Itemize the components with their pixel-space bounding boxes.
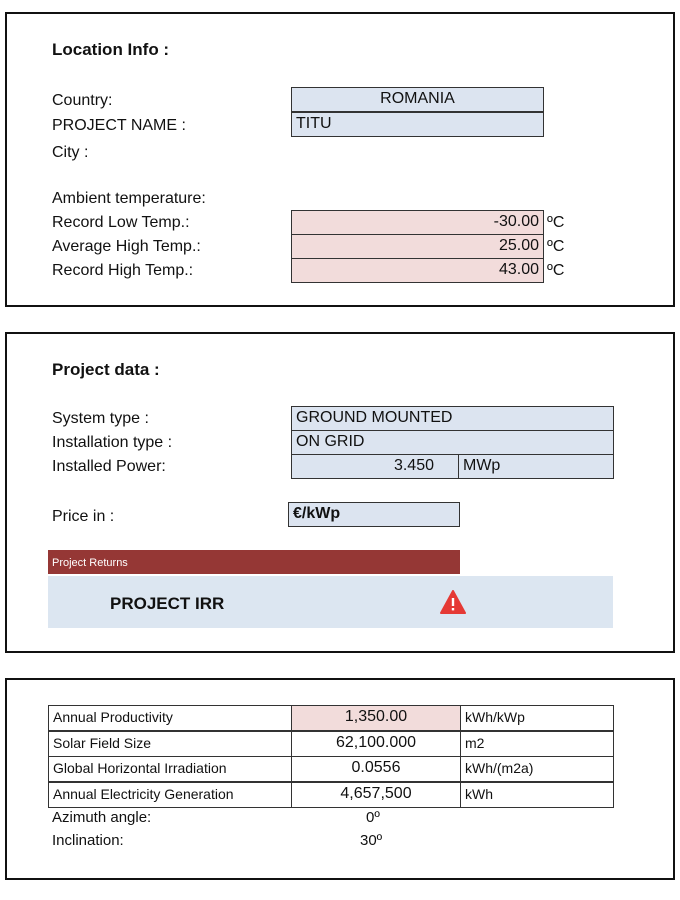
country-field: ROMANIA (291, 87, 544, 112)
label: System type : (52, 410, 149, 427)
label: PROJECT NAME : (52, 117, 186, 134)
row-value: 4,657,500 (291, 781, 461, 808)
row-label: Solar Field Size (48, 730, 292, 757)
system-type-field: GROUND MOUNTED (291, 406, 614, 431)
unit: ºC (547, 238, 565, 255)
section-title: Project data : (52, 360, 160, 379)
project-name-field: TITU (291, 112, 544, 137)
temp-field: 43.00 (291, 258, 544, 283)
label: Record Low Temp.: (52, 214, 190, 231)
row-unit: kWh/kWp (460, 705, 614, 731)
row-value: 62,100.000 (291, 730, 461, 757)
temp-field: -30.00 (291, 210, 544, 235)
value: 30º (360, 832, 383, 849)
returns-header: Project Returns (48, 550, 460, 574)
installed-power-unit: MWp (458, 454, 614, 479)
label: Price in : (52, 508, 115, 525)
installation-type-field: ON GRID (291, 430, 614, 455)
row-unit: kWh/(m2a) (460, 756, 614, 782)
temp-field: 25.00 (291, 234, 544, 259)
row-value: 0.0556 (291, 756, 461, 782)
row-unit: m2 (460, 730, 614, 757)
label: Installation type : (52, 434, 173, 451)
label: Ambient temperature: (52, 190, 206, 207)
label: Azimuth angle: (52, 809, 152, 826)
irr-panel (48, 576, 613, 628)
row-label: Annual Electricity Generation (48, 781, 292, 808)
value: 0º (366, 809, 380, 826)
row-value: 1,350.00 (291, 705, 461, 731)
section-title: Location Info : (52, 40, 170, 59)
project-panel (5, 332, 675, 653)
row-unit: kWh (460, 781, 614, 808)
irr-label: PROJECT IRR (110, 594, 225, 613)
unit: ºC (547, 214, 565, 231)
label: Average High Temp.: (52, 238, 201, 255)
metrics-panel (5, 678, 675, 880)
label: Inclination: (52, 832, 124, 849)
warning-icon (440, 590, 466, 614)
row-label: Annual Productivity (48, 705, 292, 731)
price-unit-field: €/kWp (288, 502, 460, 527)
location-panel (5, 12, 675, 307)
label: City : (52, 144, 89, 161)
label: Country: (52, 92, 113, 109)
row-label: Global Horizontal Irradiation (48, 756, 292, 782)
label: Installed Power: (52, 458, 166, 475)
unit: ºC (547, 262, 565, 279)
label: Record High Temp.: (52, 262, 194, 279)
installed-power-field: 3.450 (291, 454, 459, 479)
